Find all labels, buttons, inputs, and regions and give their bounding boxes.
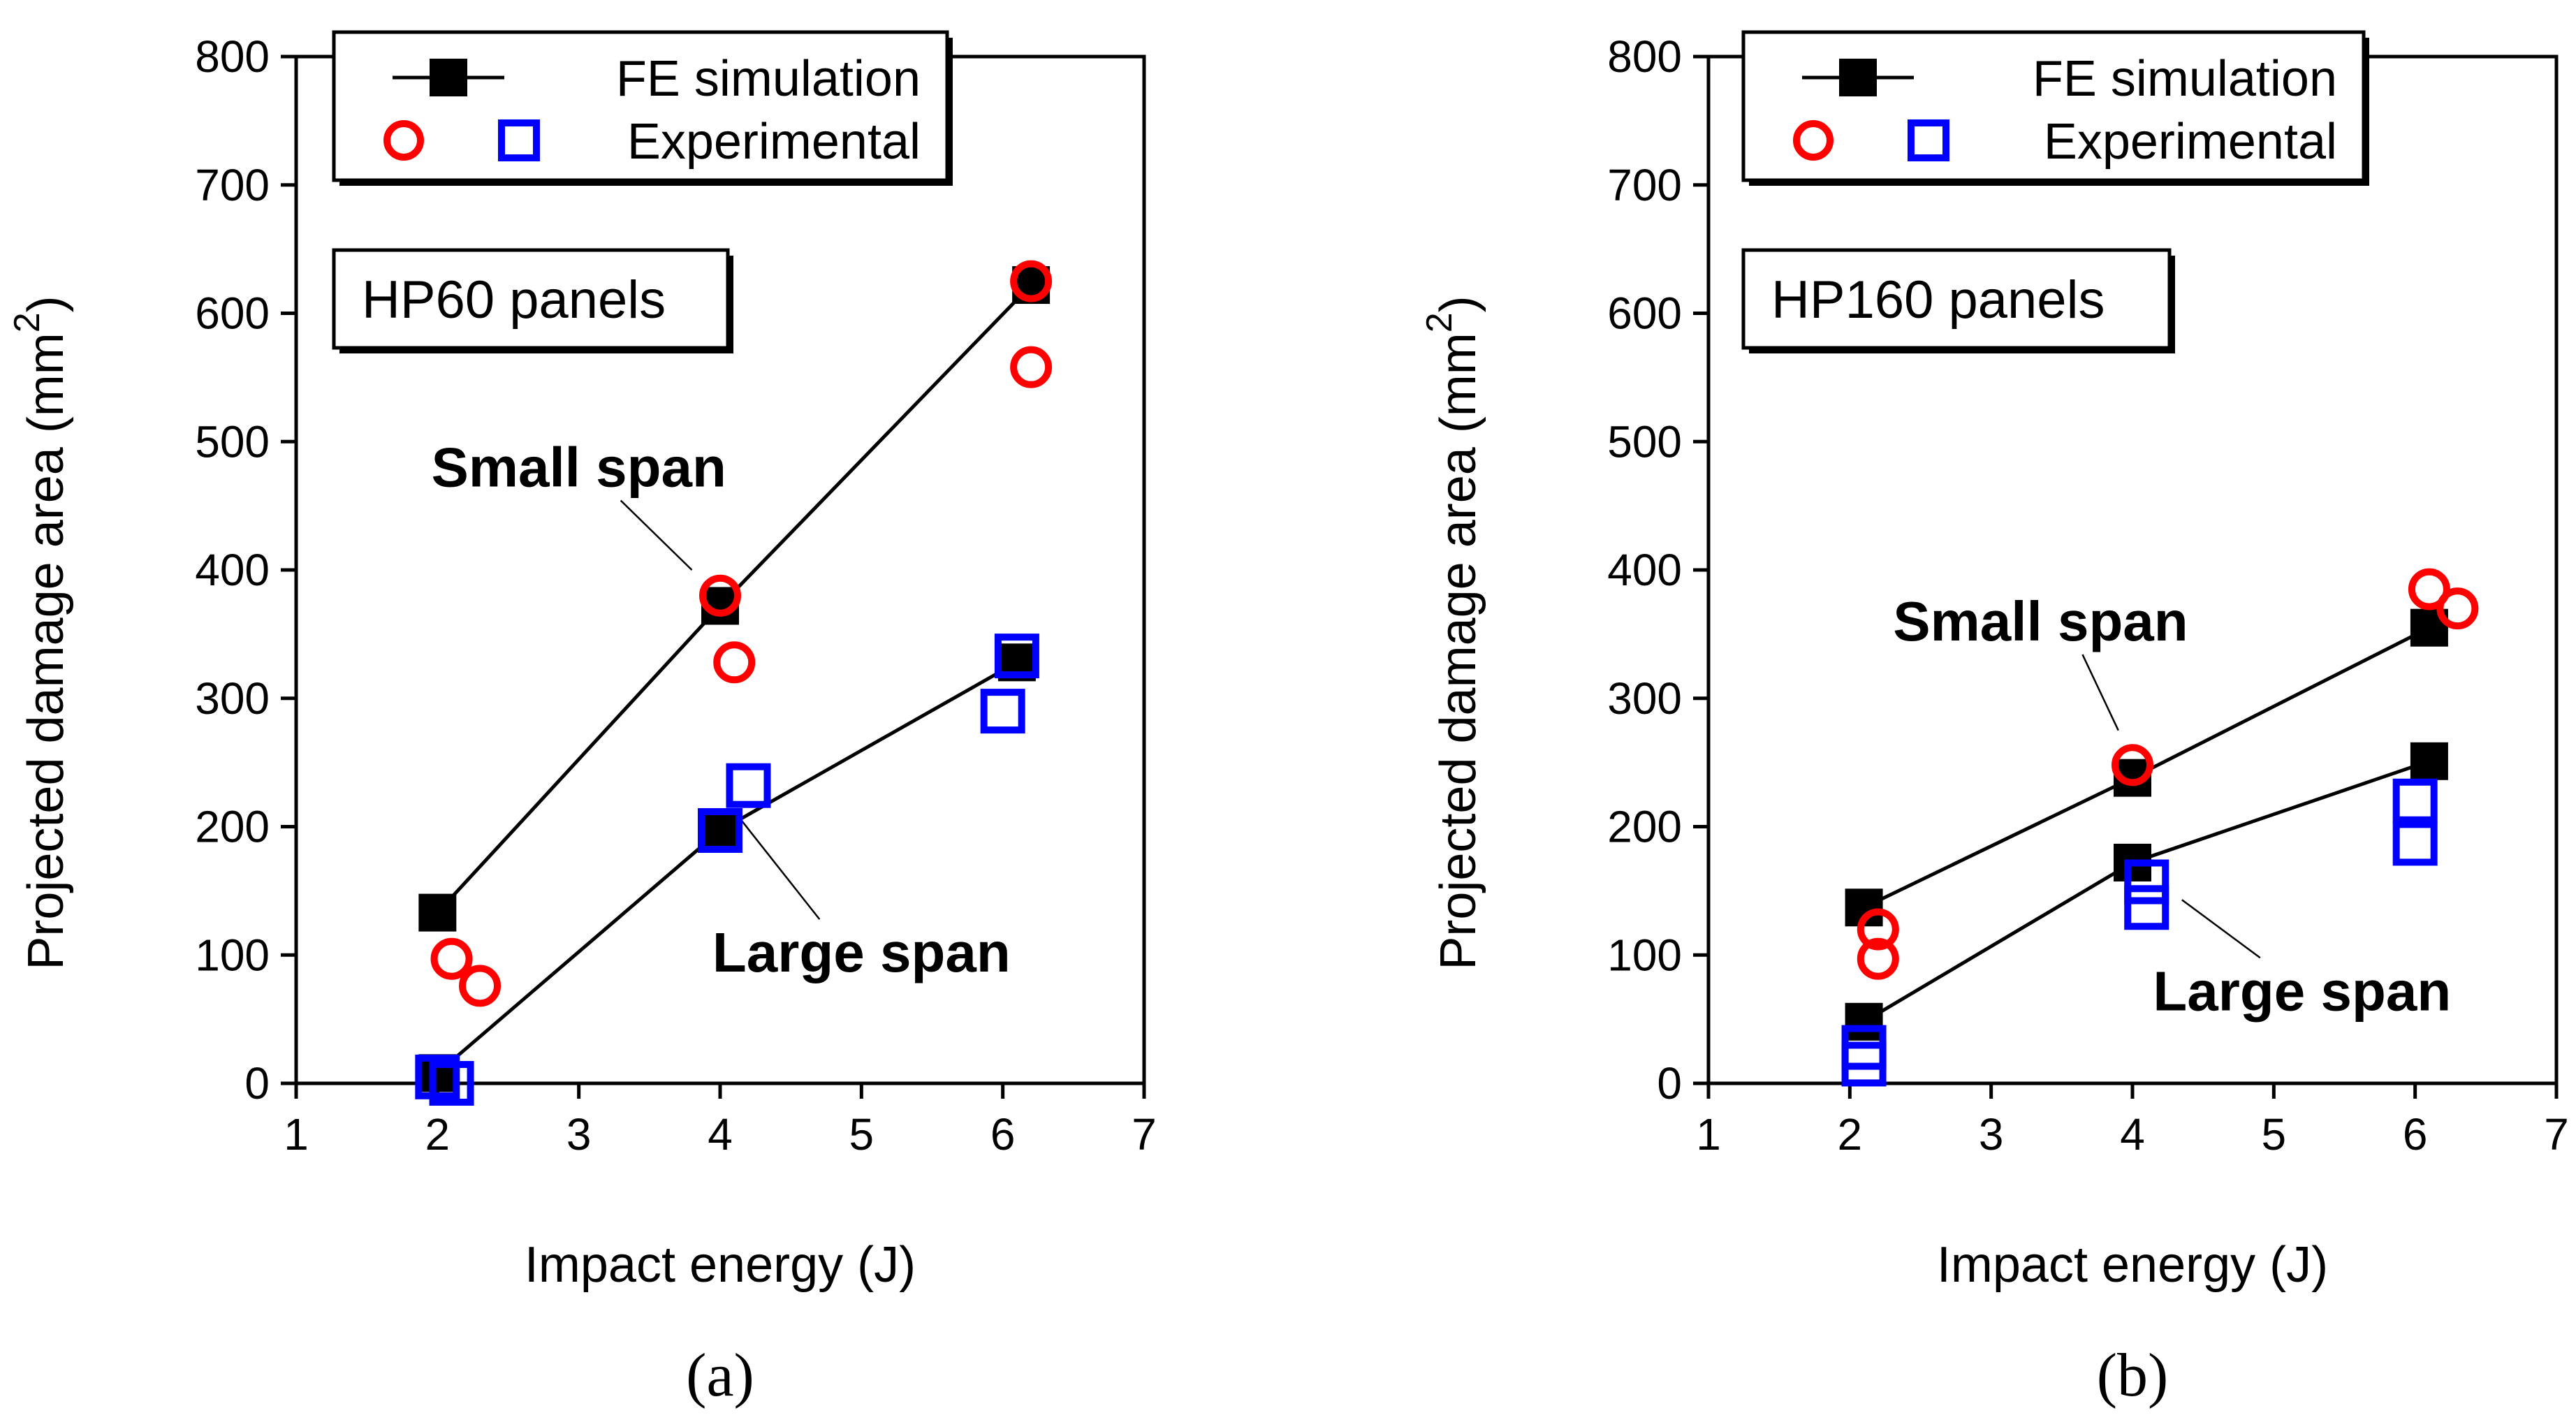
data-point-exp-square	[980, 689, 1025, 734]
y-tick-label: 500	[1607, 416, 1682, 467]
data-point-exp-square	[2392, 778, 2438, 824]
legend-exp-circle	[383, 120, 424, 161]
data-point-exp-square	[2124, 885, 2169, 930]
y-axis-title: Projected damage area (mm2)	[7, 295, 74, 969]
legend-box	[1741, 30, 2366, 182]
data-point-exp-circle	[430, 937, 473, 980]
legend-fe-marker	[430, 59, 467, 96]
y-tick-label: 400	[195, 545, 270, 595]
x-tick-label: 6	[990, 1109, 1016, 1159]
data-point-exp-circle	[2112, 744, 2153, 786]
x-axis-title: Impact energy (J)	[1937, 1237, 2328, 1293]
panel-label: HP60 panels	[362, 270, 666, 330]
data-point-exp-square	[2392, 821, 2438, 866]
data-point-exp-square	[698, 808, 742, 854]
annotation-label: Large span	[2153, 960, 2451, 1022]
legend-fe-marker	[1839, 59, 1877, 96]
y-tick-label: 600	[1607, 288, 1682, 339]
data-point-exp-circle	[1010, 346, 1053, 388]
panel-label-box	[1741, 248, 2172, 350]
x-tick-label: 3	[1979, 1109, 2004, 1159]
data-point-exp-circle	[699, 574, 741, 617]
annotation-pointer	[2181, 899, 2261, 959]
data-point-exp-square	[1841, 1041, 1887, 1087]
data-point-fe	[2410, 742, 2448, 780]
data-point-exp-circle	[1857, 937, 1899, 980]
y-tick-label: 100	[1607, 930, 1682, 980]
y-tick-label: 0	[1657, 1058, 1682, 1108]
legend-exp-circle	[1793, 120, 1834, 161]
x-tick-label: 1	[1696, 1109, 1721, 1159]
y-tick-label: 700	[195, 160, 270, 210]
y-tick-label: 200	[195, 802, 270, 852]
data-point-exp-circle	[1010, 260, 1053, 302]
annotation-pointer	[740, 819, 821, 920]
legend-exp-square	[498, 119, 540, 161]
chart-panel-b: 0 100 200 300 400 500 600 700 800 1 2 3 4 5 6 7 Impact e…	[1419, 30, 2569, 1410]
annotation-label: Large span	[712, 921, 1011, 983]
data-point-exp-circle	[459, 965, 502, 1007]
y-tick-label: 300	[195, 673, 270, 724]
annotation-label: Small span	[1893, 590, 2188, 652]
data-point-exp-circle	[2408, 568, 2450, 610]
data-point-fe	[701, 812, 739, 850]
x-tick-label: 7	[1132, 1109, 1157, 1159]
y-tick-label: 200	[1607, 802, 1682, 852]
data-point-fe	[418, 893, 457, 932]
data-point-exp-square	[415, 1054, 460, 1099]
x-axis-title: Impact energy (J)	[525, 1237, 916, 1293]
data-point-exp-square	[429, 1061, 474, 1106]
legend-fe-label: FE simulation	[616, 51, 921, 107]
x-tick-label: 3	[566, 1109, 592, 1159]
annotation-pointer	[2081, 654, 2119, 731]
y-tick-label: 500	[195, 416, 270, 467]
y-tick-label: 100	[195, 930, 270, 980]
x-tick-label: 1	[284, 1109, 309, 1159]
x-tick-label: 4	[2120, 1109, 2145, 1159]
x-tick-label: 7	[2544, 1109, 2569, 1159]
y-tick-label: 400	[1607, 545, 1682, 595]
panel-label-box	[332, 248, 730, 350]
x-tick-label: 4	[708, 1109, 733, 1159]
data-point-exp-circle	[1857, 908, 1899, 951]
x-tick-label: 2	[1838, 1109, 1863, 1159]
x-tick-label: 5	[2262, 1109, 2287, 1159]
annotation-pointer	[620, 499, 693, 571]
y-axis-title: Projected damage area (mm2)	[1419, 295, 1486, 969]
x-tick-label: 6	[2403, 1109, 2428, 1159]
data-point-exp-square	[2124, 859, 2169, 905]
legend-exp-label: Experimental	[627, 114, 921, 170]
legend-box	[332, 30, 949, 182]
y-tick-label: 800	[1607, 31, 1682, 82]
x-tick-label: 5	[849, 1109, 874, 1159]
legend-fe-label: FE simulation	[2033, 51, 2337, 107]
legend-exp-square	[1908, 119, 1949, 161]
panel-caption: (b)	[2097, 1342, 2169, 1410]
y-tick-label: 800	[195, 31, 270, 82]
series-line	[436, 661, 1018, 1075]
data-point-exp-square	[994, 634, 1039, 679]
y-tick-label: 0	[244, 1058, 270, 1108]
panel-label: HP160 panels	[1771, 270, 2105, 330]
x-tick-label: 2	[425, 1109, 451, 1159]
legend-exp-label: Experimental	[2044, 114, 2337, 170]
y-tick-label: 300	[1607, 673, 1682, 724]
panel-caption: (a)	[686, 1342, 754, 1410]
y-tick-label: 700	[1607, 160, 1682, 210]
data-point-exp-circle	[713, 641, 756, 684]
data-point-exp-circle	[2436, 587, 2479, 630]
data-point-fe	[1845, 1002, 1883, 1041]
data-point-exp-square	[726, 763, 771, 808]
chart-panel-a: 0 100 200 300 400 500 600 700 800 1 2 3 4 5 6 7 Impact e…	[7, 30, 1157, 1410]
y-tick-label: 600	[195, 288, 270, 339]
annotation-label: Small span	[431, 437, 726, 499]
